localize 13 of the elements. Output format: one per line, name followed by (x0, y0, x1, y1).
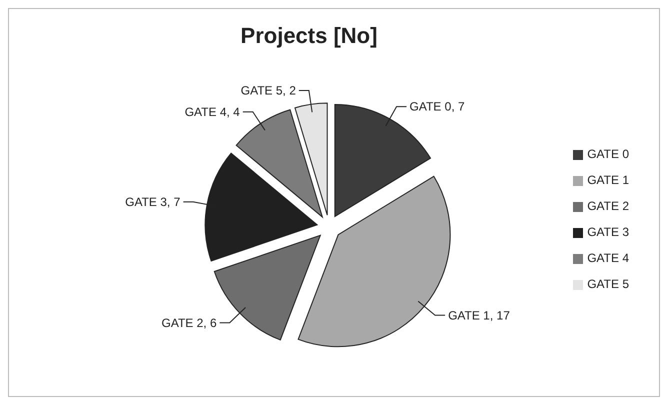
chart-title: Projects [No] (240, 22, 378, 49)
data-label: GATE 1, 17 (448, 308, 510, 322)
data-label: GATE 5, 2 (240, 83, 296, 98)
data-label: GATE 4, 4 (184, 104, 240, 119)
legend-label: GATE 3 (587, 225, 629, 239)
legend-label: GATE 4 (587, 251, 629, 265)
legend-label: GATE 2 (587, 199, 629, 213)
legend-label: GATE 5 (587, 277, 629, 291)
data-label: GATE 3, 7 (125, 194, 181, 209)
data-label: GATE 0, 7 (410, 100, 465, 114)
legend-label: GATE 0 (587, 147, 629, 161)
data-label: GATE 2, 6 (162, 316, 217, 330)
legend-label: GATE 1 (587, 173, 629, 187)
